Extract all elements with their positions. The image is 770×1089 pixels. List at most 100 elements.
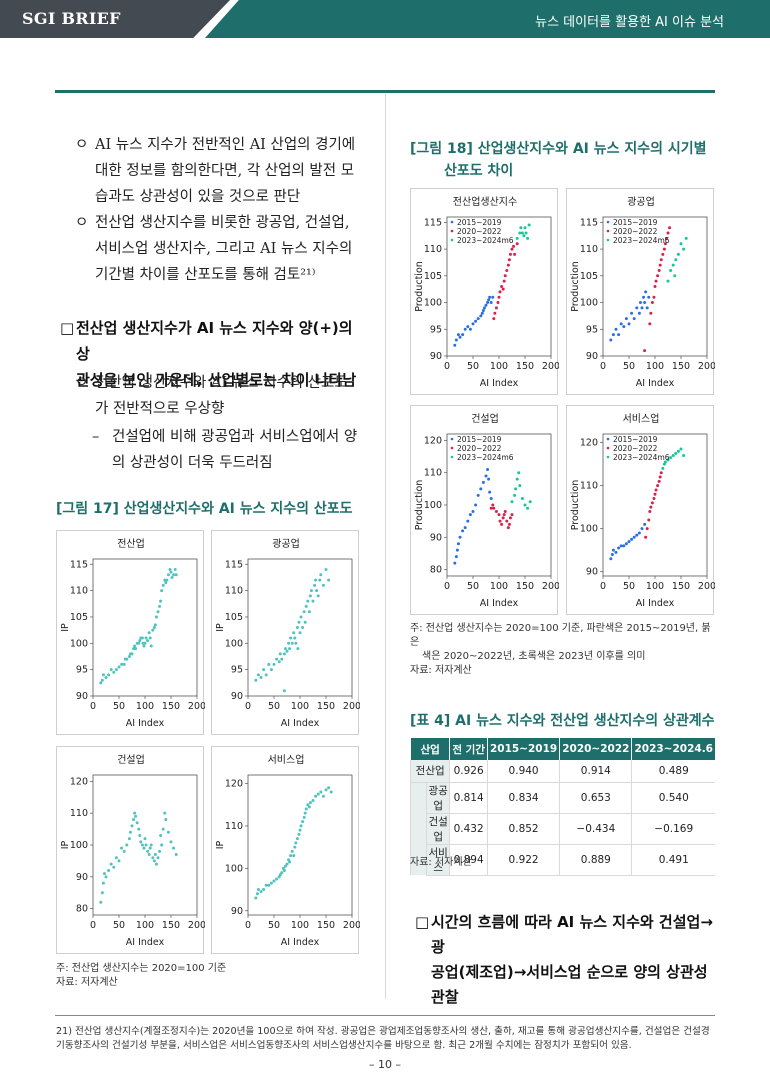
data-point <box>280 871 284 875</box>
data-point <box>259 890 263 894</box>
text-line: 건설업에 비해 광공업과 서비스업에서 양 <box>112 429 358 445</box>
x-tick-label: 50 <box>623 581 635 592</box>
conclusion-heading: □ 시간의 흐름에 따라 AI 뉴스 지수와 건설업→광 공업(제조업)→서비스… <box>415 910 715 1010</box>
data-point <box>154 862 158 866</box>
data-point <box>648 322 652 326</box>
data-point <box>100 891 104 895</box>
data-point <box>282 689 286 693</box>
data-point <box>309 589 313 593</box>
x-tick-label: 0 <box>245 920 251 931</box>
data-point <box>302 815 306 819</box>
data-point <box>619 322 623 326</box>
dash-bullet-icon: – <box>92 429 100 445</box>
data-point <box>642 295 646 299</box>
data-point <box>489 301 493 305</box>
x-axis-label: AI Index <box>281 937 320 948</box>
x-tick-label: 150 <box>672 581 690 592</box>
x-tick-label: 150 <box>672 361 690 372</box>
data-point <box>130 652 134 656</box>
y-tick-label: 90 <box>231 691 243 702</box>
data-point <box>289 854 293 858</box>
data-point <box>293 636 297 640</box>
data-point <box>627 322 631 326</box>
data-point <box>644 290 648 294</box>
data-point <box>507 258 511 262</box>
data-point <box>308 594 312 598</box>
data-point <box>275 877 279 881</box>
data-point <box>160 843 164 847</box>
indent-cell <box>410 813 427 844</box>
data-point <box>139 840 143 844</box>
data-point <box>294 841 298 845</box>
data-point <box>515 477 519 481</box>
data-point <box>278 873 282 877</box>
data-point <box>635 306 639 310</box>
bullet-paragraph-3: ㅇ 전산업 생산지수와 AI 뉴스 지수의 산포도 가 전반적으로 우상향 <box>75 370 375 422</box>
chart-title: 전산업 <box>117 537 145 550</box>
row-label: 서비스 <box>425 844 450 876</box>
y-tick-label: 115 <box>580 217 598 228</box>
note-line: 주: 전산업 생산지수는 2020=100 기준 <box>56 963 227 974</box>
x-axis-label: AI Index <box>480 598 519 609</box>
data-point <box>486 468 490 471</box>
x-axis-label: AI Index <box>126 718 165 729</box>
data-point <box>515 242 519 246</box>
data-point <box>149 843 153 847</box>
y-tick-label: 100 <box>580 524 598 535</box>
data-point <box>656 484 660 488</box>
data-point <box>652 497 656 501</box>
data-point <box>166 830 170 834</box>
page-number: – 10 – <box>369 1058 401 1071</box>
legend-marker <box>450 446 454 450</box>
data-point <box>321 794 325 798</box>
x-tick-label: 100 <box>291 701 309 712</box>
column-divider <box>385 94 386 999</box>
figure-18-note: 주: 전산업 생산지수는 2020=100 기준, 파란색은 2015~2019… <box>410 622 715 678</box>
data-point <box>100 678 104 682</box>
data-point <box>486 301 490 305</box>
data-point <box>637 531 641 535</box>
data-point <box>627 540 631 544</box>
x-tick-label: 100 <box>646 361 664 372</box>
x-axis-label: AI Index <box>480 378 519 389</box>
data-point <box>632 535 636 539</box>
legend-label: 2015~2019 <box>457 435 502 444</box>
data-point <box>663 460 667 464</box>
scatter-chart-mining: 광공업 0 50 100 150 200 90 95 100 105 110 115 AI Index I… <box>215 537 360 729</box>
y-tick-label: 90 <box>586 351 598 362</box>
data-point <box>152 626 156 629</box>
data-point <box>174 573 178 577</box>
data-point <box>314 578 318 582</box>
x-tick-label: 50 <box>268 920 280 931</box>
data-point <box>503 509 507 513</box>
x-tick-label: 0 <box>90 920 96 931</box>
data-point <box>523 503 527 507</box>
data-point <box>301 820 305 824</box>
note-line: 자료: 저자계산 <box>410 665 472 676</box>
data-point <box>297 620 301 624</box>
data-point <box>684 236 688 240</box>
data-point <box>661 466 665 470</box>
data-point <box>498 519 502 523</box>
data-point <box>294 641 298 645</box>
data-point <box>520 231 524 235</box>
text-line: 전산업 생산지수가 AI 뉴스 지수와 양(+)의 상 <box>76 319 353 363</box>
text-line: 전산업 생산지수를 비롯한 광공업, 건설업, <box>95 215 350 231</box>
text-line: 의 상관성이 더욱 두드러짐 <box>112 455 273 471</box>
table-cell: 0.432 <box>449 813 488 845</box>
data-point <box>163 811 167 815</box>
text-line: 시간의 흐름에 따라 AI 뉴스 지수와 건설업→광 <box>431 913 713 956</box>
y-tick-label: 110 <box>424 244 442 255</box>
data-point <box>632 317 636 321</box>
x-tick-label: 150 <box>162 920 180 931</box>
data-point <box>518 231 522 235</box>
y-tick-label: 95 <box>231 665 243 676</box>
data-point <box>453 561 457 565</box>
data-point <box>272 879 276 883</box>
data-point <box>510 247 514 251</box>
legend-marker <box>606 446 610 450</box>
text-line: 관찰 <box>431 988 459 1006</box>
y-tick-label: 90 <box>430 532 442 543</box>
x-tick-label: 0 <box>90 701 96 712</box>
table-cell: 0.653 <box>559 782 632 814</box>
